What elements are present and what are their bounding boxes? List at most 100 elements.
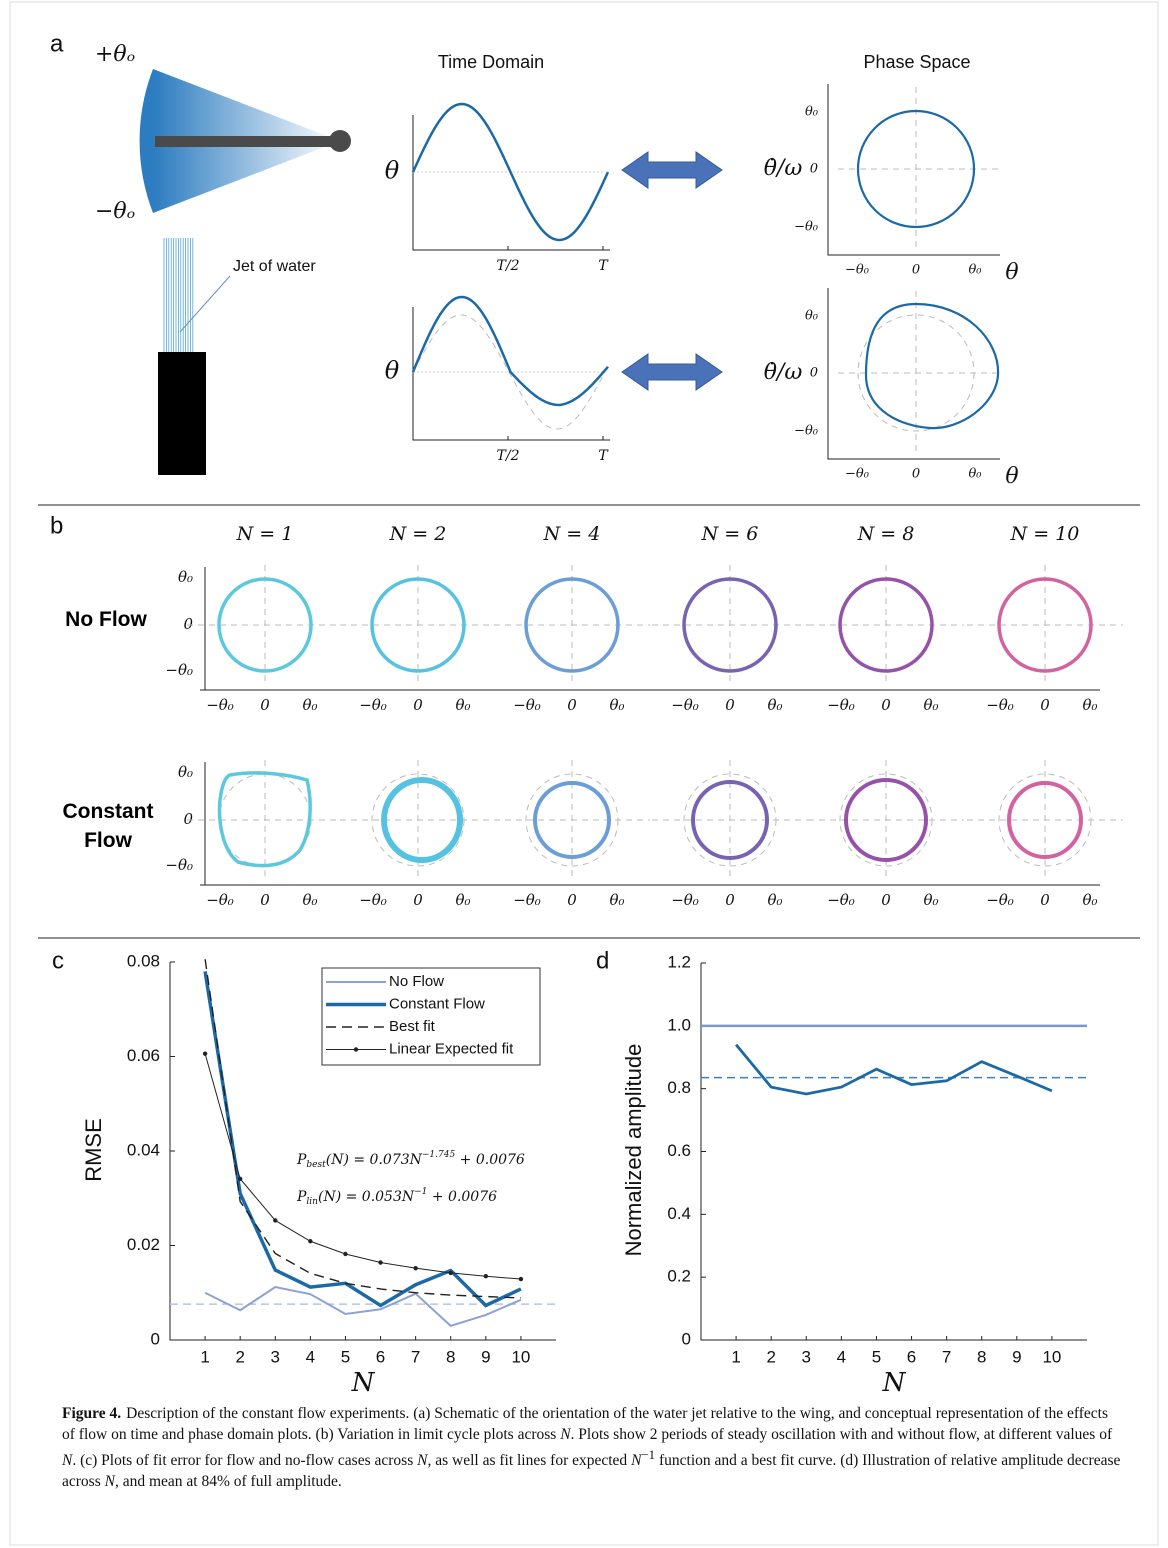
tick-label: θ₀ bbox=[1082, 696, 1097, 714]
tick-label: θ₀ bbox=[178, 568, 193, 586]
y-tick-label: 0.2 bbox=[667, 1267, 691, 1286]
y-tick-label: 0.04 bbox=[127, 1140, 160, 1159]
tick-label: −θ₀ bbox=[827, 891, 855, 909]
marker bbox=[343, 1251, 348, 1257]
annotation-part: (N) = 0.053N bbox=[318, 1189, 415, 1205]
leader-line bbox=[179, 275, 231, 333]
legend-marker bbox=[353, 1047, 359, 1052]
y-tick-label: 1.0 bbox=[667, 1015, 691, 1034]
limit-cycle bbox=[864, 302, 1000, 430]
tick-label: θ₀ bbox=[923, 891, 938, 909]
tick-label: 0 bbox=[1040, 891, 1050, 909]
y-tick-label: 0.6 bbox=[667, 1141, 691, 1160]
annotation-part: P bbox=[296, 1152, 307, 1168]
caption-text: , as well as fit lines for expected bbox=[427, 1452, 632, 1470]
column-label: N = 10 bbox=[1010, 523, 1080, 545]
tick-label: θ₀ bbox=[178, 763, 193, 781]
axis bbox=[827, 288, 1000, 460]
tick-label: −θ₀ bbox=[513, 696, 541, 714]
x-tick-label: 5 bbox=[872, 1347, 881, 1366]
tick-label: −θ₀ bbox=[359, 891, 387, 909]
caption-text: . Plots show 2 periods of steady oscilla… bbox=[570, 1425, 1113, 1443]
reference-circle bbox=[525, 773, 619, 867]
x-tick-label: 1 bbox=[200, 1347, 209, 1366]
limit-cycle bbox=[844, 778, 928, 862]
caption-text: N bbox=[560, 1425, 571, 1443]
time-tick-label: T/2 bbox=[497, 448, 520, 464]
nozzle bbox=[158, 352, 206, 475]
panel-label: a bbox=[50, 30, 64, 57]
series-line bbox=[204, 959, 521, 1299]
reference-circle bbox=[683, 773, 777, 867]
caption-text: . (c) Plots of fit error for flow and no… bbox=[72, 1452, 418, 1470]
time-tick-label: T bbox=[598, 258, 609, 274]
annotation: Plin(N) = 0.053N−1 + 0.0076 bbox=[296, 1187, 497, 1207]
tick-label: 0 bbox=[260, 696, 270, 714]
legend-label: Linear Expected fit bbox=[389, 1040, 514, 1057]
time-tick-label: T/2 bbox=[497, 258, 520, 274]
angle-label: +θₒ bbox=[95, 42, 135, 67]
axis-label: θ̇/ω bbox=[764, 156, 803, 181]
angle-label: −θₒ bbox=[95, 199, 135, 224]
limit-cycle bbox=[381, 777, 463, 863]
x-axis-label: N bbox=[882, 1368, 907, 1398]
marker bbox=[413, 1265, 418, 1271]
limit-cycle bbox=[524, 577, 620, 673]
x-tick-label: 1 bbox=[731, 1347, 740, 1366]
caption: Figure 4. Description of the constant flo… bbox=[62, 1404, 1124, 1492]
marker bbox=[202, 1051, 208, 1056]
tick-label: 0 bbox=[881, 891, 891, 909]
tick-label: −θ₀ bbox=[513, 891, 541, 909]
axis bbox=[827, 84, 1000, 256]
caption-text: N bbox=[631, 1452, 642, 1470]
annotation-part: lin bbox=[306, 1197, 318, 1207]
legend-label: No Flow bbox=[389, 973, 444, 990]
y-axis-label: RMSE bbox=[81, 1118, 106, 1182]
tick-label: 0 bbox=[183, 615, 193, 633]
tick-label: θ₀ bbox=[1082, 891, 1097, 909]
tick-label: θ₀ bbox=[455, 696, 470, 714]
caption-text: N bbox=[62, 1452, 73, 1470]
axis-label: θ bbox=[385, 357, 400, 385]
x-tick-label: 9 bbox=[481, 1347, 490, 1366]
phase-tick-label: 0 bbox=[912, 467, 920, 482]
x-tick-label: 10 bbox=[1042, 1347, 1061, 1366]
marker bbox=[483, 1274, 489, 1279]
tick-label: θ₀ bbox=[923, 696, 938, 714]
tick-label: −θ₀ bbox=[206, 891, 234, 909]
y-tick-label: 0.02 bbox=[127, 1235, 160, 1254]
panel-label: b bbox=[50, 512, 63, 539]
x-tick-label: 7 bbox=[942, 1347, 951, 1366]
x-tick-label: 8 bbox=[977, 1347, 986, 1366]
x-axis-label: N bbox=[351, 1368, 376, 1398]
caption-text: −1 bbox=[641, 1447, 656, 1462]
frame bbox=[9, 1, 1159, 1546]
axis bbox=[700, 963, 1087, 1341]
limit-cycle bbox=[682, 577, 778, 673]
legend-label: Best fit bbox=[389, 1018, 436, 1035]
double-arrow bbox=[621, 353, 723, 391]
series-line bbox=[204, 1053, 521, 1280]
limit-cycle bbox=[370, 577, 466, 673]
tick-label: 0 bbox=[567, 696, 577, 714]
limit-cycle bbox=[533, 781, 611, 859]
column-label: N = 8 bbox=[857, 523, 915, 545]
tick-label: θ₀ bbox=[609, 891, 624, 909]
caption-text: Description of the constant flow experim… bbox=[62, 1405, 1109, 1443]
annotation-part: −1 bbox=[414, 1187, 427, 1197]
series-line bbox=[203, 971, 522, 1308]
phase-tick-label: 0 bbox=[810, 162, 818, 177]
annotation-part: + 0.0076 bbox=[427, 1189, 497, 1205]
tick-label: 0 bbox=[725, 696, 735, 714]
axis-label: θ bbox=[1005, 260, 1018, 285]
marker bbox=[237, 1176, 243, 1182]
phase-tick-label: −θ₀ bbox=[845, 467, 870, 482]
tick-label: 0 bbox=[413, 891, 423, 909]
x-tick-label: 8 bbox=[446, 1347, 455, 1366]
y-tick-label: 0.08 bbox=[127, 951, 160, 970]
legend-box bbox=[321, 967, 541, 1066]
phase-tick-label: −θ₀ bbox=[794, 220, 819, 235]
tick-label: 0 bbox=[567, 891, 577, 909]
phase-tick-label: θ₀ bbox=[805, 105, 819, 120]
